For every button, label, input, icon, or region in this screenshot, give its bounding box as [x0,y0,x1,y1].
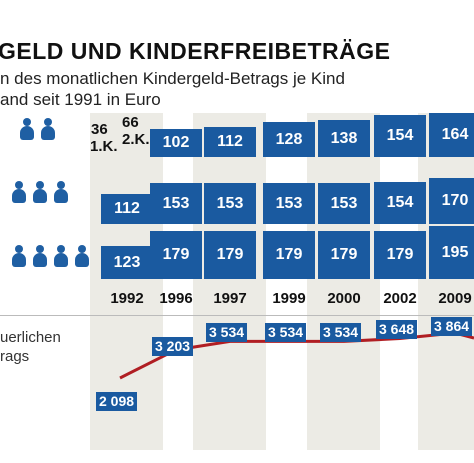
line-value-label: 3 864 [431,317,473,336]
year-label: 1999 [272,290,306,307]
bar-value: 179 [374,231,426,279]
column-stripe [307,113,380,450]
year-label: 1997 [213,290,247,307]
first-value-label: 66 [122,114,139,131]
bar-value: 102 [150,129,202,157]
year-label: 2002 [383,290,417,307]
year-label: 1992 [110,290,144,307]
year-label: 2009 [438,290,472,307]
bar-value: 154 [374,182,426,224]
bar-value: 179 [204,231,256,279]
line-value-label: 3 534 [265,323,307,342]
bar-value: 138 [318,120,370,157]
section-divider [0,315,474,316]
child-icon [75,245,89,267]
bar-value: 170 [429,178,474,224]
bar-value: 179 [263,231,315,279]
child-icon [54,181,68,203]
child-icon [12,245,26,267]
bar-value: 128 [263,122,315,157]
column-stripe [193,113,266,450]
first-value-label: 36 [91,121,108,138]
bar-value: 195 [429,226,474,279]
bar-value: 154 [374,115,426,157]
column-stripe [418,113,474,450]
bar-value: 164 [429,113,474,157]
child-icon [41,118,55,140]
bar-value: 112 [101,194,153,224]
year-label: 2000 [327,290,361,307]
child-icon [12,181,26,203]
line-chart-label-1: uerlichen [0,329,61,346]
chart-subtitle: n des monatlichen Kindergeld-Betrags je … [0,68,345,110]
bar-value: 179 [150,231,202,279]
line-value-label: 3 648 [376,320,418,339]
child-icon [33,245,47,267]
line-value-label: 3 534 [320,323,362,342]
year-label: 1996 [159,290,193,307]
subtitle-line-1: n des monatlichen Kindergeld-Betrags je … [0,69,345,88]
child-icon [20,118,34,140]
line-chart-label: uerlichen rags [0,328,61,366]
bar-value: 112 [204,127,256,157]
child-icon [54,245,68,267]
bar-value: 179 [318,231,370,279]
line-chart-label-2: rags [0,348,30,365]
bar-value: 153 [150,183,202,224]
child-icon [33,181,47,203]
bar-value: 153 [318,183,370,224]
line-value-label: 3 203 [152,337,194,356]
first-child-label: 2.K. [122,131,150,148]
line-value-label: 3 534 [206,323,248,342]
chart-title: GELD UND KINDERFREIBETRÄGE [0,38,391,64]
bar-value: 153 [204,183,256,224]
subtitle-line-2: and seit 1991 in Euro [0,90,161,109]
first-child-label: 1.K. [90,138,118,155]
bar-value: 123 [101,246,153,279]
line-value-label: 2 098 [96,392,138,411]
bar-value: 153 [263,183,315,224]
